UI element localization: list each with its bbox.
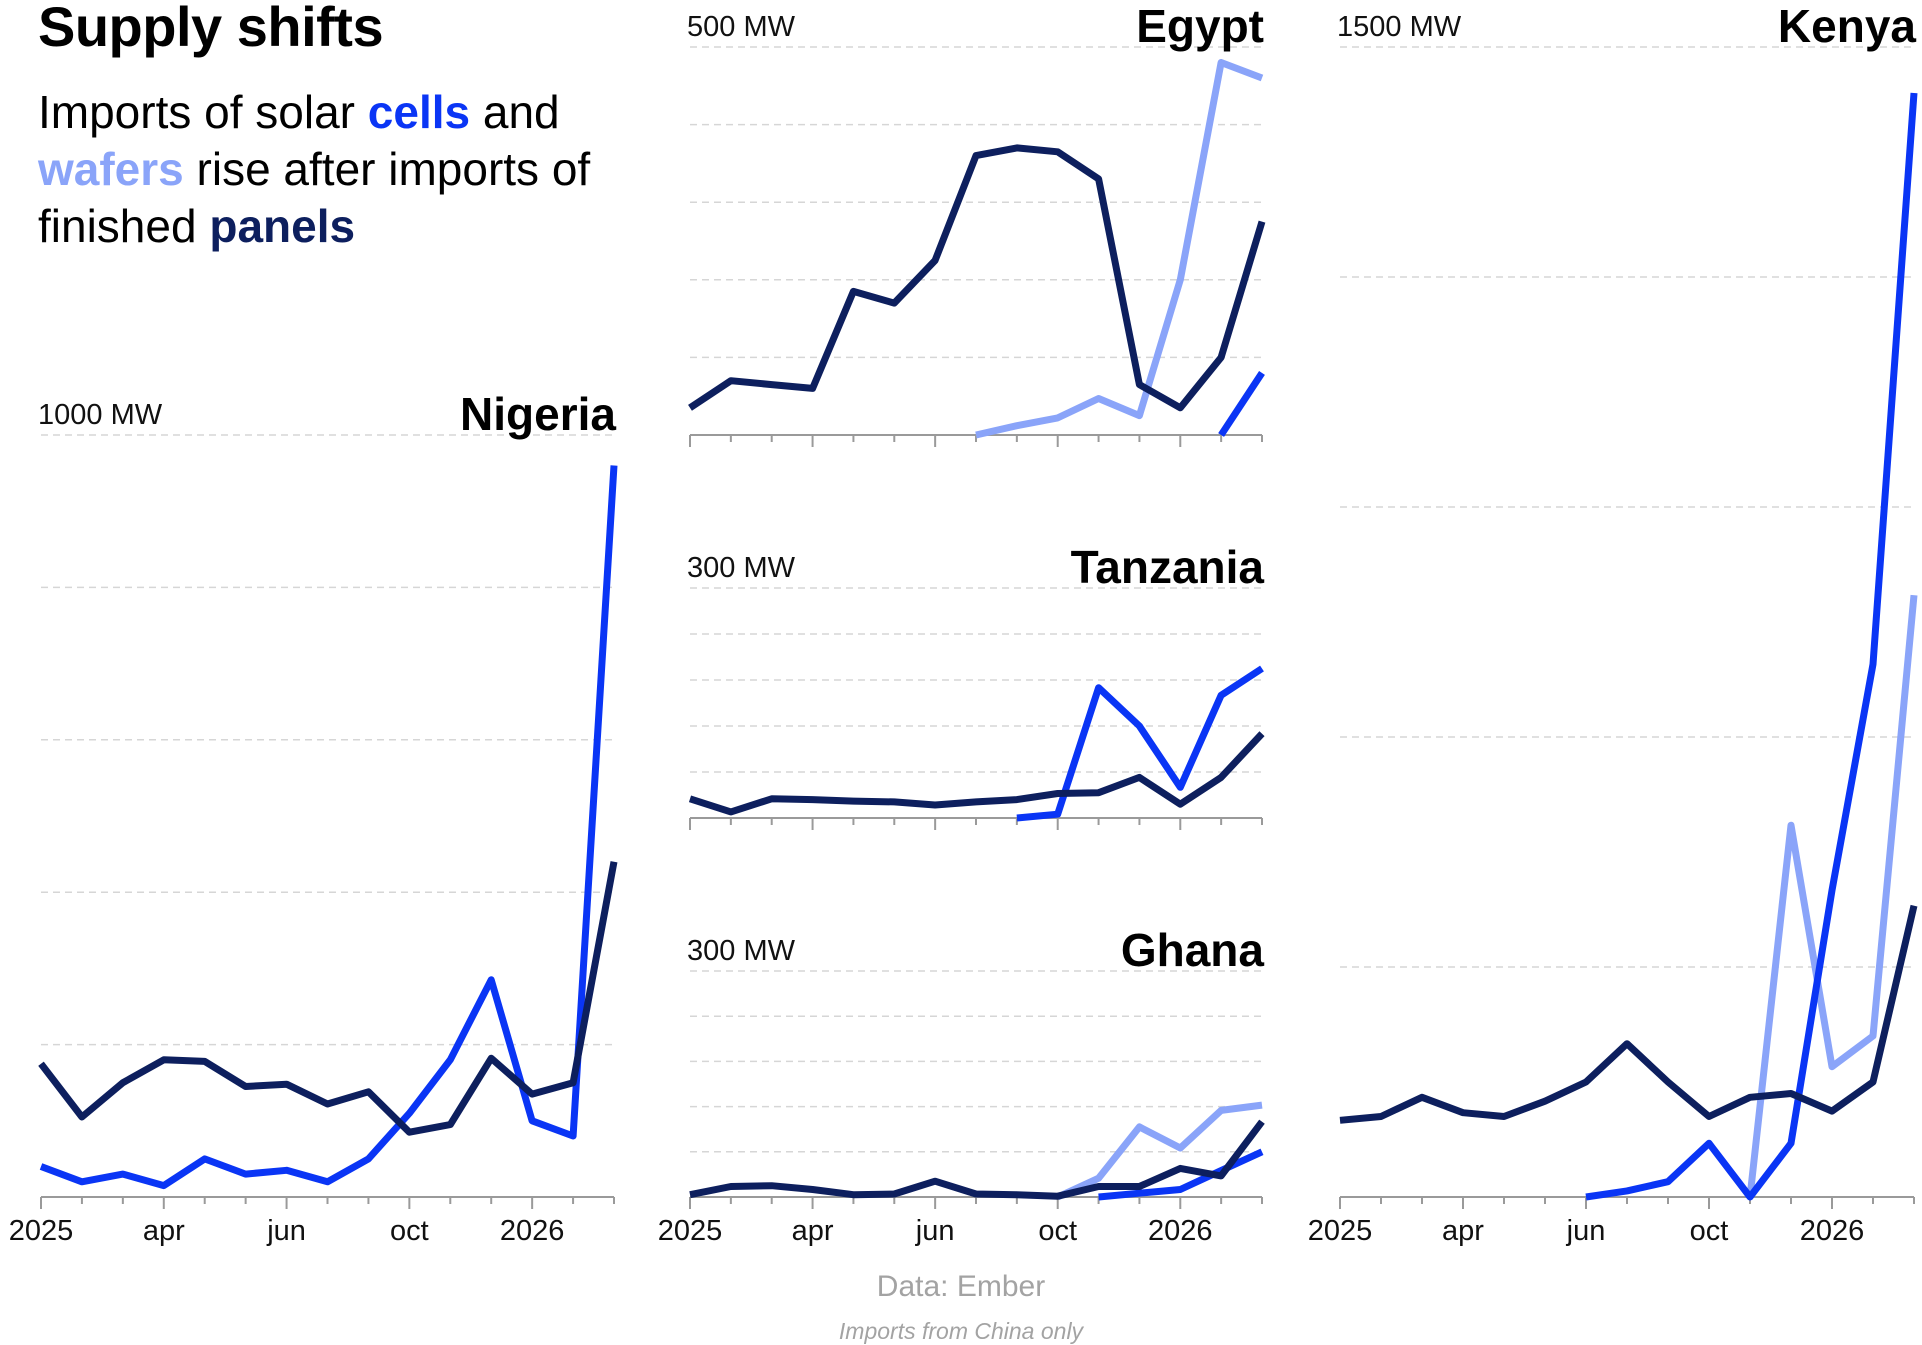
source-note: Data: Ember: [876, 1270, 1046, 1303]
series-line-panels: [689, 1119, 1265, 1200]
legend-key-cells: cells: [367, 86, 471, 138]
panel-title: Nigeria: [460, 388, 616, 440]
panel-title: Tanzania: [1071, 541, 1265, 593]
x-tick-label: apr: [792, 1215, 834, 1247]
panel-title: Ghana: [1121, 924, 1265, 976]
x-tick-label: oct: [1038, 1215, 1077, 1247]
subtitle-text: rise after imports of finished: [38, 143, 591, 252]
series-line-wafers: [1746, 594, 1918, 1198]
x-tick-label: 2026: [1148, 1215, 1213, 1247]
x-tick-label: oct: [1690, 1215, 1729, 1247]
series-line-panels: [1339, 904, 1918, 1124]
legend-key-wafers: wafers: [38, 143, 184, 195]
series-line-cells: [1585, 92, 1918, 1201]
series-line-cells: [1218, 370, 1265, 437]
series-line-panels: [688, 731, 1265, 816]
panel-title: Kenya: [1778, 0, 1916, 52]
x-tick-label: 2025: [1308, 1215, 1373, 1247]
subtitle-text: Imports of solar: [38, 86, 368, 138]
x-tick-label: jun: [1566, 1215, 1606, 1247]
x-tick-label: 2025: [9, 1215, 74, 1247]
subtitle-text: and: [470, 86, 560, 138]
legend-key-panels: panels: [209, 200, 356, 252]
y-max-label: 1500 MW: [1337, 11, 1462, 43]
y-max-label: 300 MW: [687, 935, 796, 967]
x-tick-label: 2025: [658, 1215, 723, 1247]
x-tick-label: jun: [915, 1215, 955, 1247]
series-line-panels: [38, 861, 618, 1136]
x-tick-label: apr: [1442, 1215, 1484, 1247]
x-tick-label: 2026: [500, 1215, 565, 1247]
series-line-panels: [688, 144, 1266, 412]
series-line-wafers: [975, 59, 1264, 439]
panel-title: Egypt: [1136, 0, 1264, 52]
y-max-label: 1000 MW: [38, 399, 163, 431]
x-tick-label: 2026: [1800, 1215, 1865, 1247]
chart-subtitle: Imports of solar cells and wafers rise a…: [38, 84, 638, 255]
footnote: Imports from China only: [838, 1318, 1084, 1344]
series-line-cells: [1098, 1148, 1264, 1201]
chart-title: Supply shifts: [38, 0, 384, 58]
y-max-label: 300 MW: [687, 552, 796, 584]
series-line-cells: [39, 465, 618, 1190]
series-line-wafers: [1056, 1101, 1263, 1201]
y-max-label: 500 MW: [687, 11, 796, 43]
x-tick-label: jun: [266, 1215, 306, 1247]
series-line-cells: [1016, 665, 1264, 822]
x-tick-label: oct: [390, 1215, 429, 1247]
x-tick-label: apr: [143, 1215, 185, 1247]
